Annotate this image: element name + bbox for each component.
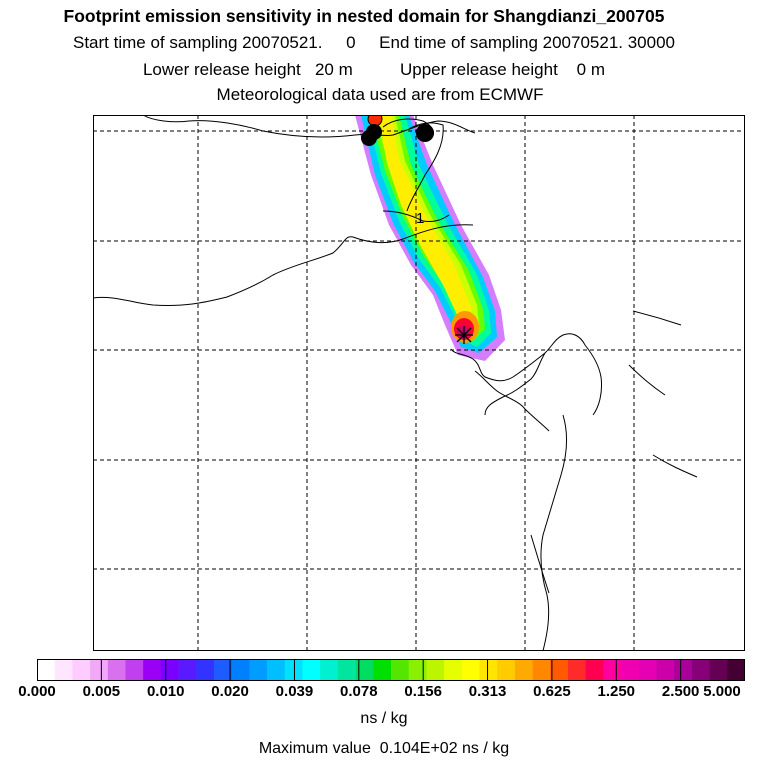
colorbar-cell bbox=[532, 659, 551, 681]
station-marker-2 bbox=[361, 130, 377, 146]
colorbar-cell bbox=[107, 659, 126, 681]
colorbar-cell bbox=[284, 659, 303, 681]
colorbar-cell bbox=[160, 659, 179, 681]
colorbar-cell bbox=[497, 659, 516, 681]
plot-title: Footprint emission sensitivity in nested… bbox=[63, 6, 665, 26]
map-frame bbox=[93, 115, 745, 651]
colorbar-cell bbox=[355, 659, 374, 681]
plume-layer-yellow bbox=[379, 115, 471, 329]
colorbar-cell bbox=[90, 659, 109, 681]
colorbar-cell bbox=[320, 659, 339, 681]
colorbar-tick-label: 5.000 bbox=[703, 683, 741, 700]
sampling-time-line: Start time of sampling 20070521. 0 End t… bbox=[73, 33, 675, 52]
colorbar-cell bbox=[461, 659, 480, 681]
colorbar-cell bbox=[214, 659, 232, 681]
colorbar-cell bbox=[72, 659, 91, 681]
colorbar-tick-label: 0.313 bbox=[468, 683, 507, 700]
colorbar-cell bbox=[373, 659, 392, 681]
colorbar-tick-label: 0.010 bbox=[146, 683, 185, 700]
colorbar-cell bbox=[426, 659, 445, 681]
coastlines bbox=[93, 115, 698, 651]
colorbar-cell bbox=[231, 659, 250, 681]
colorbar-cell bbox=[37, 659, 55, 681]
colorbar-tick-label: 0.020 bbox=[211, 683, 249, 700]
colorbar-cell bbox=[178, 659, 197, 681]
colorbar-tick-label: 2.500 bbox=[661, 683, 700, 700]
colorbar-cell bbox=[391, 659, 409, 681]
colorbar-cell bbox=[514, 659, 533, 681]
footprint-map: 1 bbox=[93, 115, 745, 651]
colorbar-cell bbox=[196, 659, 215, 681]
colorbar-cell bbox=[568, 659, 586, 681]
colorbar-units: ns / kg bbox=[360, 710, 408, 727]
colorbar-cell bbox=[727, 659, 745, 681]
colorbar-tick-label: 0.156 bbox=[404, 683, 442, 700]
contour-line bbox=[382, 210, 450, 222]
colorbar-cell bbox=[125, 659, 144, 681]
colorbar-tick-label: 0.625 bbox=[533, 683, 571, 700]
colorbar-cell bbox=[550, 659, 569, 681]
colorbar-cell bbox=[656, 659, 675, 681]
colorbar-tick-label: 0.005 bbox=[82, 683, 121, 700]
colorbar-tick-label: 0.078 bbox=[340, 683, 378, 700]
station-marker-3 bbox=[416, 124, 434, 142]
release-height-line: Lower release height 20 m Upper release … bbox=[142, 60, 606, 79]
colorbar-tick-label: 0.039 bbox=[275, 683, 314, 700]
colorbar-cell bbox=[479, 659, 498, 681]
colorbar-cell bbox=[54, 659, 73, 681]
colorbar-cell bbox=[143, 659, 162, 681]
receptor-star-marker bbox=[455, 326, 473, 344]
colorbar-cell bbox=[249, 659, 268, 681]
colorbar-tick-label: 1.250 bbox=[597, 683, 636, 700]
colorbar-cell bbox=[444, 659, 463, 681]
contour-label: 1 bbox=[416, 210, 424, 227]
colorbar-tick-label: 0.000 bbox=[18, 683, 56, 700]
colorbar-cell bbox=[691, 659, 710, 681]
met-data-line: Meteorological data used are from ECMWF bbox=[216, 85, 544, 104]
colorbar-cell bbox=[709, 659, 728, 681]
maximum-value-text: Maximum value 0.104E+02 ns / kg bbox=[258, 740, 510, 757]
colorbar-cell bbox=[674, 659, 693, 681]
colorbar-cell bbox=[337, 659, 356, 681]
colorbar-cell bbox=[408, 659, 427, 681]
colorbar-cell bbox=[621, 659, 640, 681]
colorbar-cell bbox=[302, 659, 321, 681]
colorbar-cell bbox=[267, 659, 286, 681]
colorbar-cell bbox=[585, 659, 604, 681]
colorbar-cell bbox=[603, 659, 622, 681]
colorbar bbox=[37, 659, 745, 681]
colorbar-frame bbox=[37, 659, 745, 681]
emission-plume bbox=[355, 115, 505, 361]
colorbar-cell bbox=[638, 659, 657, 681]
